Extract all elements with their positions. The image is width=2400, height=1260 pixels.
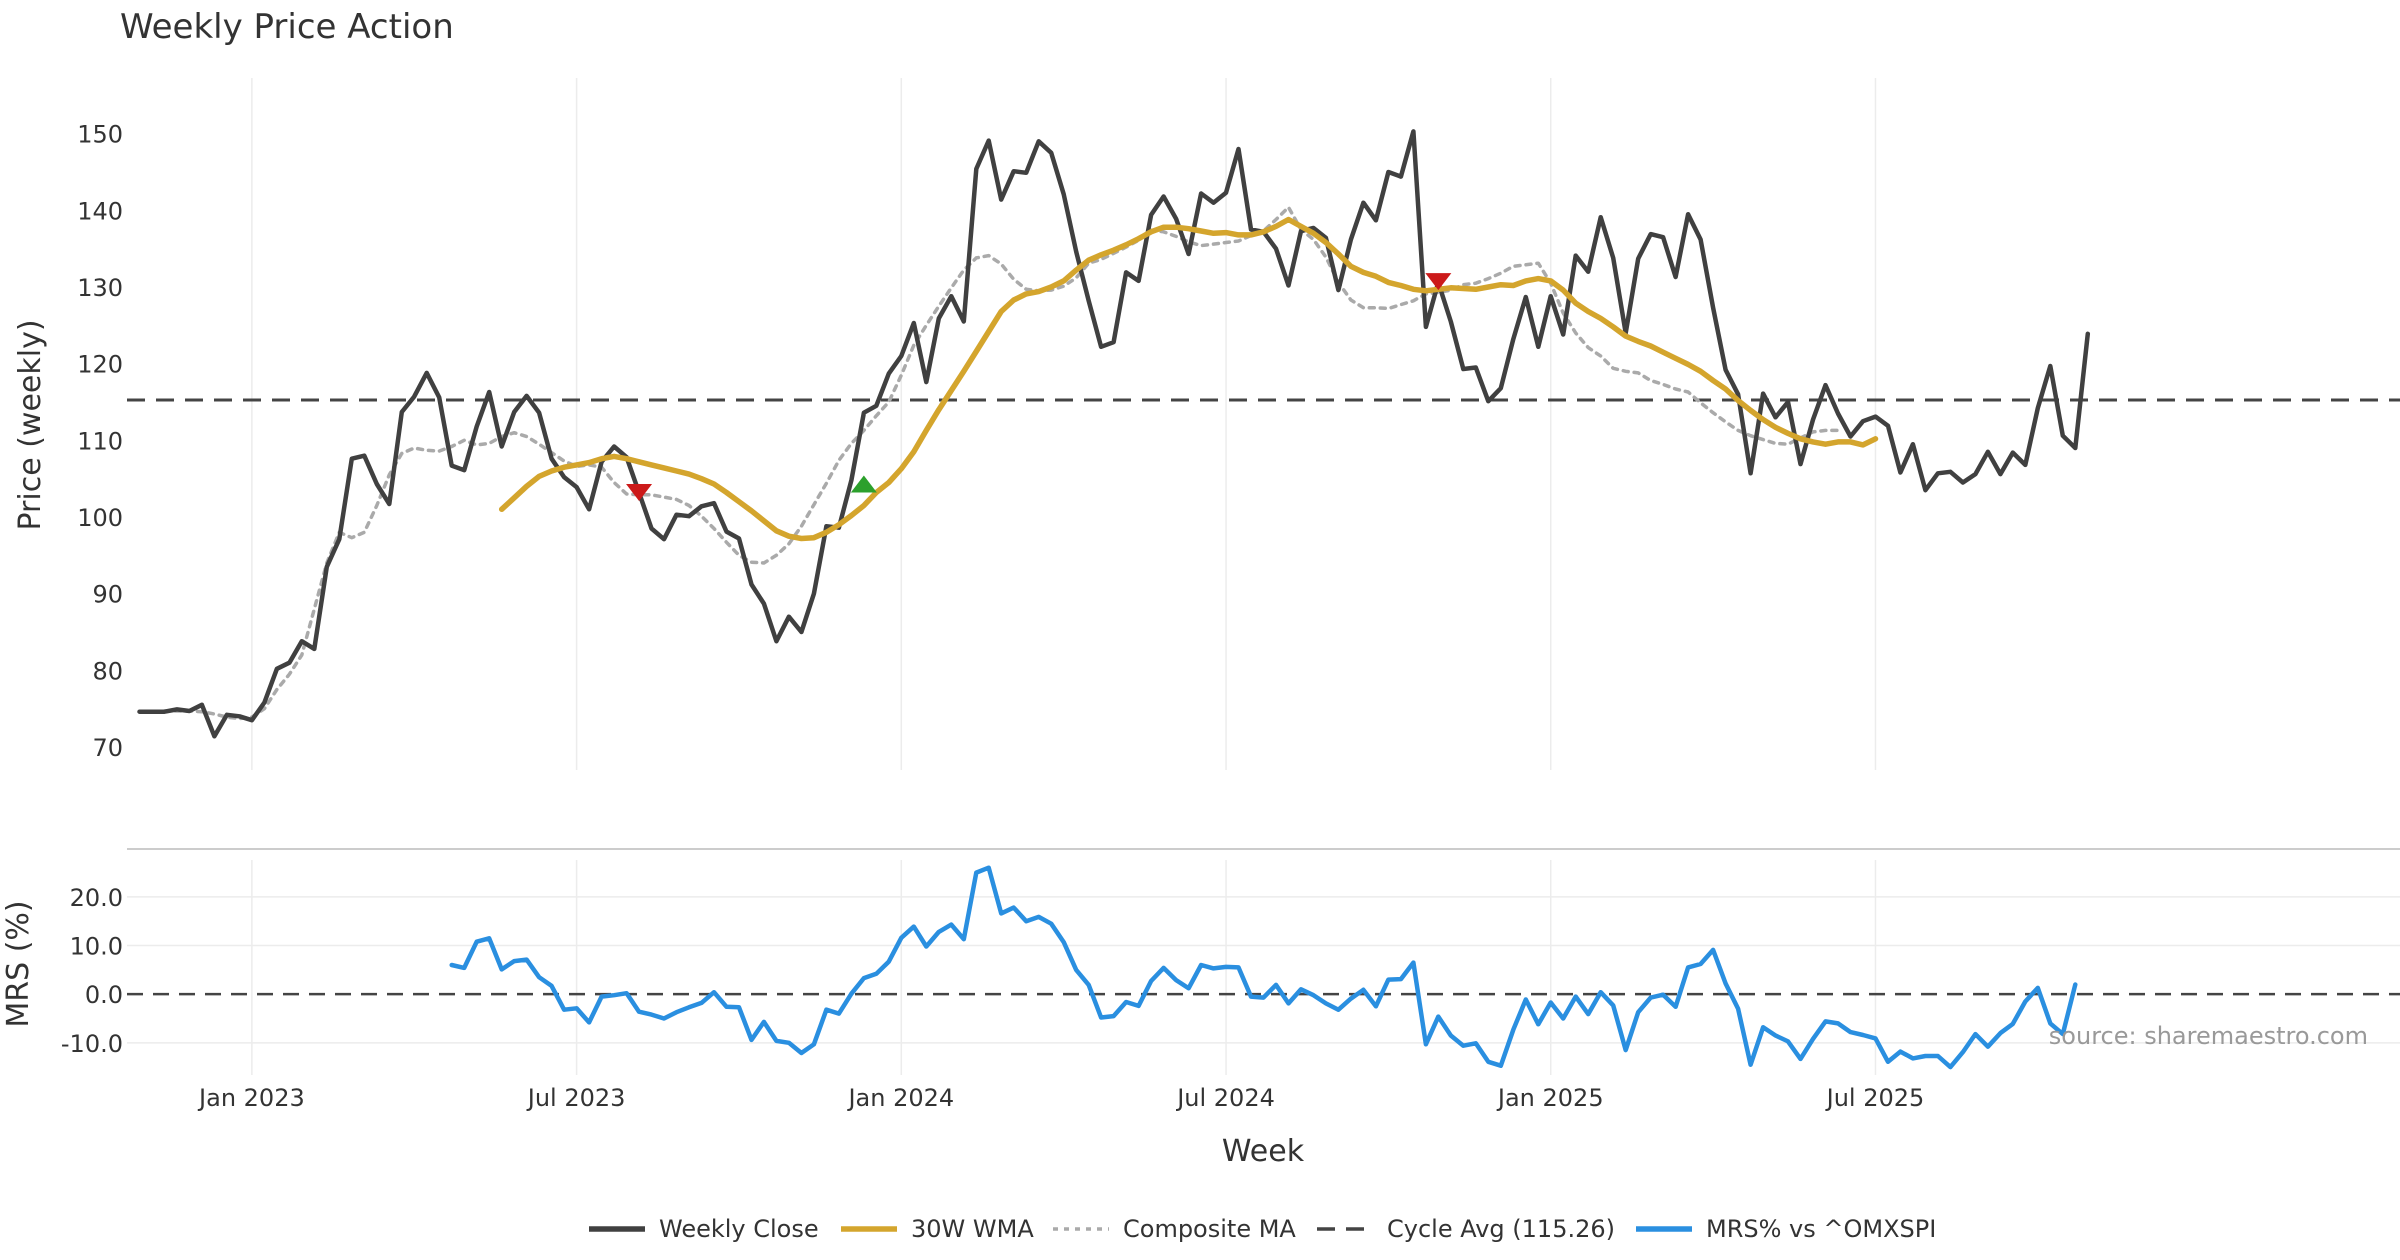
legend-label-composite-ma: Composite MA: [1123, 1215, 1296, 1243]
buy-signal-marker: [850, 475, 877, 493]
price-y-tick: 130: [77, 274, 123, 302]
mrs-y-ticks: 20.0 10.0 0.0 -10.0: [61, 884, 123, 1058]
series-weekly-close: [137, 129, 2091, 739]
price-y-tick: 110: [77, 427, 123, 455]
price-y-tick: 120: [77, 351, 123, 379]
x-tick-label: Jan 2024: [846, 1084, 954, 1112]
price-y-tick: 70: [92, 734, 123, 762]
price-series: [127, 129, 2400, 739]
mrs-y-tick: 10.0: [70, 933, 123, 961]
signal-markers: [626, 273, 1452, 501]
sell-signal-marker: [626, 483, 653, 501]
price-y-tick: 140: [77, 197, 123, 225]
price-y-tick: 100: [77, 504, 123, 532]
x-tick-label: Jul 2023: [526, 1084, 626, 1112]
mrs-y-axis-label: MRS (%): [1, 900, 36, 1027]
legend: Weekly Close 30W WMA Composite MA Cycle Avg…: [589, 1215, 1936, 1243]
sell-signal-marker: [1425, 273, 1452, 291]
price-y-tick: 90: [92, 581, 123, 609]
mrs-grid: [127, 860, 2400, 1075]
x-axis-label: Week: [1222, 1134, 1305, 1169]
legend-label-cycle-avg-115-26: Cycle Avg (115.26): [1387, 1215, 1615, 1243]
price-y-ticks: 70 80 90 100 110 120 130 140 150: [77, 121, 123, 762]
mrs-y-tick: 20.0: [70, 884, 123, 912]
legend-label-mrs-vs-omxspi: MRS% vs ^OMXSPI: [1706, 1215, 1936, 1243]
series-composite-ma: [162, 205, 1840, 721]
legend-label-30w-wma: 30W WMA: [911, 1215, 1034, 1243]
x-tick-label: Jul 2025: [1825, 1084, 1925, 1112]
mrs-y-tick: 0.0: [85, 981, 123, 1009]
price-y-tick: 80: [92, 657, 123, 685]
x-tick-label: Jan 2023: [197, 1084, 305, 1112]
mrs-y-tick: -10.0: [61, 1030, 123, 1058]
x-axis-ticks: Jan 2023 Jul 2023 Jan 2024 Jul 2024 Jan 2025…: [197, 1084, 1924, 1112]
series-mrs-vs-omxspi: [449, 865, 2078, 1070]
price-y-axis-label: Price (weekly): [13, 319, 48, 530]
series-30w-wma: [498, 216, 1879, 542]
legend-label-weekly-close: Weekly Close: [659, 1215, 819, 1243]
source-note: source: sharemaestro.com: [2049, 1022, 2368, 1050]
chart-title: Weekly Price Action: [120, 7, 454, 47]
x-tick-label: Jan 2025: [1496, 1084, 1604, 1112]
mrs-series: [127, 865, 2400, 1070]
x-tick-label: Jul 2024: [1175, 1084, 1275, 1112]
price-y-tick: 150: [77, 121, 123, 149]
